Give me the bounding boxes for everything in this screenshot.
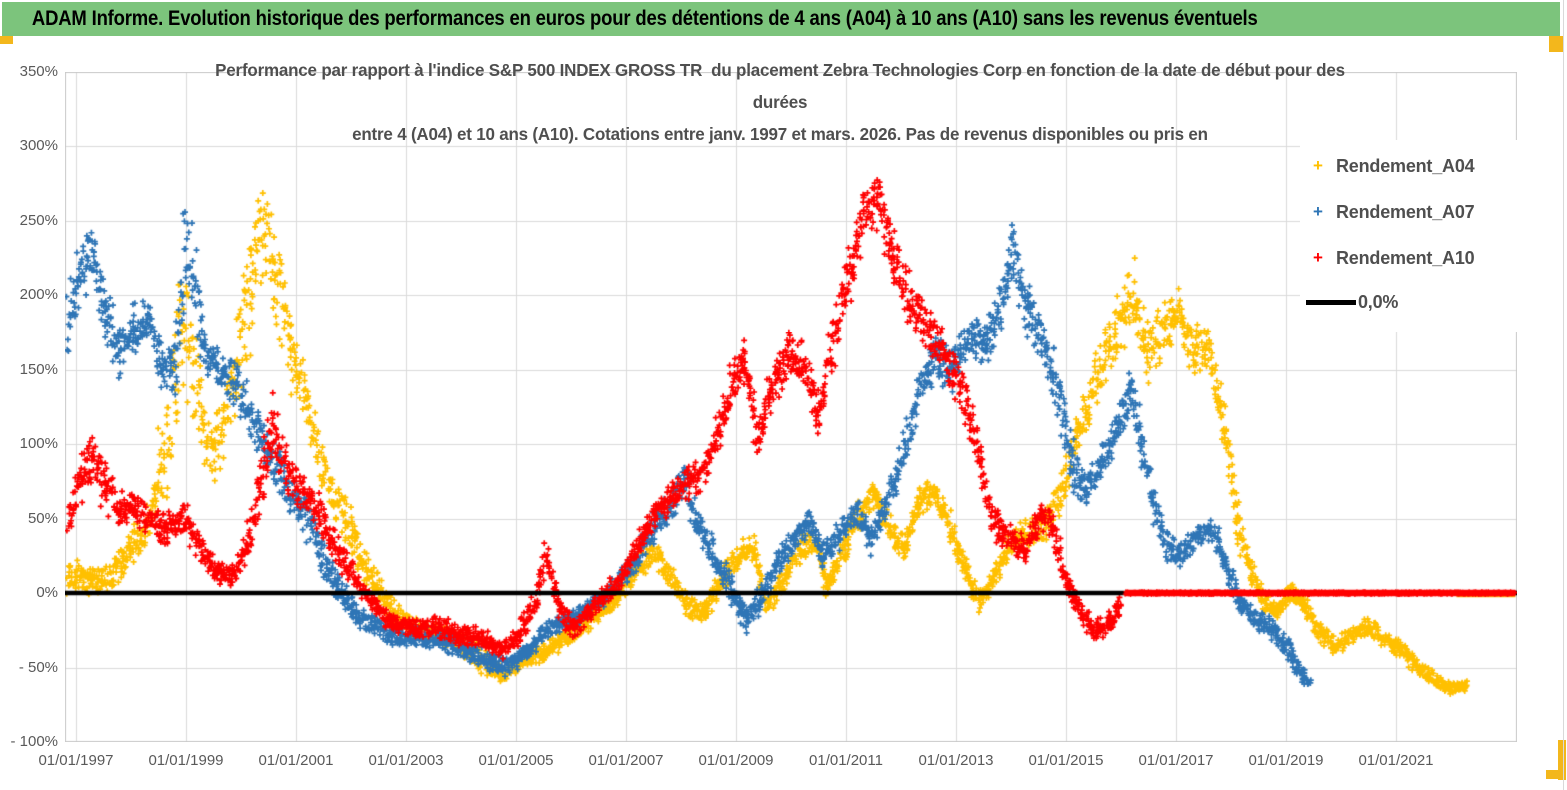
y-tick-label: 0% — [36, 584, 58, 602]
chart-title-line-2: durées — [752, 92, 808, 112]
y-tick-label: 50% — [27, 509, 58, 527]
x-tick-label: 01/01/2017 — [1138, 752, 1214, 769]
legend-item-zero-line: 0,0% — [1306, 290, 1398, 314]
x-tick-label: 01/01/2003 — [368, 752, 444, 769]
page-border-right — [1563, 0, 1564, 790]
legend-label-a07: Rendement_A07 — [1336, 201, 1475, 222]
gold-accent-bottom-right-horizontal — [1546, 770, 1566, 779]
plus-marker-icon: + — [1313, 202, 1323, 221]
chart-title-line-1: Performance par rapport à l'indice S&P 5… — [215, 60, 1345, 80]
plus-marker-icon: + — [1313, 248, 1323, 267]
scatter-plot-canvas — [65, 72, 1517, 742]
y-tick-label: 300% — [19, 137, 58, 155]
gold-accent-top-right — [1549, 36, 1563, 52]
chart-title-line-3: entre 4 (A04) et 10 ans (A10). Cotations… — [352, 124, 1208, 144]
chart-area: Performance par rapport à l'indice S&P 5… — [0, 38, 1567, 790]
y-tick-label: - 100% — [10, 733, 58, 750]
x-tick-label: 01/01/2015 — [1028, 752, 1104, 769]
x-tick-label: 01/01/1997 — [38, 752, 114, 769]
y-tick-label: 250% — [19, 211, 58, 229]
report-header-bar: ADAM Informe. Evolution historique des p… — [2, 2, 1560, 36]
zero-line-swatch — [1306, 299, 1356, 305]
x-tick-label: 01/01/2009 — [698, 752, 774, 769]
chart-legend: + Rendement_A04 + Rendement_A07 + Rendem… — [1300, 140, 1552, 332]
y-tick-label: - 50% — [18, 658, 58, 676]
x-tick-label: 01/01/2019 — [1248, 752, 1324, 769]
y-tick-label: 200% — [19, 286, 58, 304]
x-tick-label: 01/01/1999 — [148, 752, 224, 769]
plus-marker-icon: + — [1313, 156, 1323, 175]
y-tick-label: 100% — [19, 435, 58, 453]
x-tick-label: 01/01/2001 — [258, 752, 334, 769]
gold-accent-bottom-right-vertical — [1558, 740, 1566, 780]
x-tick-label: 01/01/2021 — [1358, 752, 1434, 769]
legend-label-zero-line: 0,0% — [1358, 291, 1399, 312]
legend-label-a04: Rendement_A04 — [1336, 155, 1475, 176]
legend-item-a04: + Rendement_A04 — [1300, 154, 1475, 178]
x-tick-label: 01/01/2011 — [809, 752, 883, 769]
x-tick-label: 01/01/2007 — [588, 752, 664, 769]
y-tick-label: 350% — [19, 63, 58, 80]
legend-item-a07: + Rendement_A07 — [1300, 200, 1475, 224]
y-tick-label: 150% — [19, 360, 58, 378]
legend-label-zero: Rendement_A10 — [1336, 247, 1475, 268]
report-title: ADAM Informe. Evolution historique des p… — [31, 7, 1258, 30]
x-tick-label: 01/01/2013 — [918, 752, 994, 769]
chart-title: Performance par rapport à l'indice S&P 5… — [75, 60, 1485, 156]
legend-item-a10: + Rendement_A10 — [1300, 246, 1475, 270]
x-tick-label: 01/01/2005 — [478, 752, 554, 769]
gold-accent-top-left — [0, 36, 13, 44]
